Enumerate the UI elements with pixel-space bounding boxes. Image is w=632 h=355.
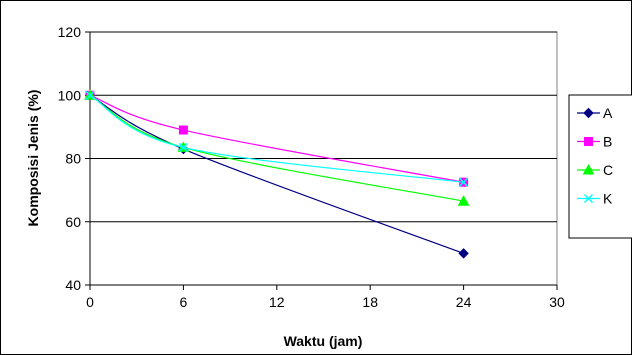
- data-point-K-2: [459, 177, 469, 187]
- legend-label: A: [603, 105, 613, 121]
- legend-label: K: [603, 191, 613, 207]
- series-line-B: [89, 94, 464, 183]
- data-point-K-1: [178, 142, 188, 152]
- x-tick-label: 30: [549, 294, 565, 310]
- legend-swatch-marker: [583, 107, 594, 119]
- legend-entry-C: C: [577, 162, 613, 178]
- series-line-K: [89, 94, 464, 183]
- legend-entry-K: K: [577, 191, 613, 207]
- x-axis-title: Waktu (jam): [284, 333, 363, 349]
- y-axis-title: Komposisi Jenis (%): [25, 90, 41, 227]
- y-tick-label: 40: [65, 277, 81, 293]
- y-axis-ticks: 40 60 80 100 120: [58, 24, 90, 293]
- gridlines: [90, 31, 557, 223]
- x-tick-label: 18: [362, 294, 378, 310]
- y-tick-label: 60: [65, 214, 81, 230]
- data-point-A-2: [458, 248, 469, 259]
- series-group: [84, 89, 470, 259]
- data-point-K-0: [85, 90, 95, 100]
- x-tick-label: 6: [180, 294, 188, 310]
- x-tick-label: 12: [269, 294, 285, 310]
- x-axis-ticks: 0 6 12 18 24 30: [86, 285, 565, 310]
- series-line-C: [89, 94, 464, 202]
- y-tick-label: 80: [65, 151, 81, 167]
- y-tick-label: 100: [58, 87, 82, 103]
- legend-label: C: [603, 162, 613, 178]
- legend-entry-B: B: [577, 134, 612, 150]
- legend-swatch-marker: [583, 193, 594, 204]
- y-tick-label: 120: [58, 24, 82, 40]
- legend-box: [568, 94, 632, 239]
- data-point-C-2: [457, 195, 470, 206]
- data-point-B-1: [178, 125, 188, 135]
- legend-label: B: [603, 134, 612, 150]
- legend-swatch-marker: [582, 163, 595, 175]
- series-K: [85, 90, 469, 187]
- series-line-A: [89, 94, 464, 254]
- legend-swatch-marker: [584, 137, 593, 146]
- x-tick-label: 24: [456, 294, 472, 310]
- legend-entry-A: A: [577, 105, 613, 121]
- x-tick-label: 0: [86, 294, 94, 310]
